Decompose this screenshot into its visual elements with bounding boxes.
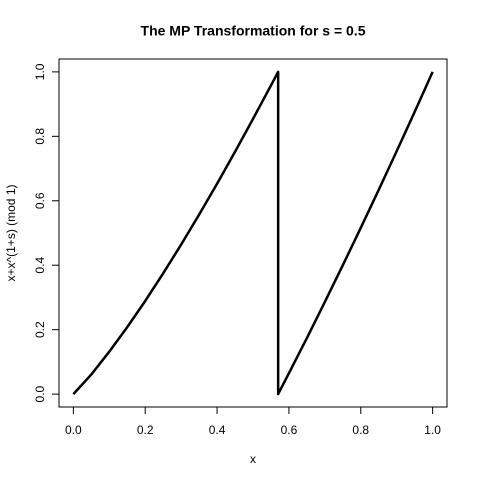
y-tick-label: 0.6	[33, 192, 47, 209]
y-tick-label: 0.8	[33, 128, 47, 145]
x-tick-label: 0.8	[352, 423, 369, 437]
x-tick-label: 0.6	[281, 423, 298, 437]
chart-title: The MP Transformation for s = 0.5	[141, 23, 366, 39]
plot-box	[58, 58, 448, 408]
x-tick-label: 1.0	[424, 423, 441, 437]
data-line	[72, 70, 434, 396]
x-tick-label: 0.0	[65, 423, 82, 437]
y-tick-label: 1.0	[33, 63, 47, 80]
x-tick-label: 0.2	[137, 423, 154, 437]
x-axis-label: x	[250, 452, 256, 466]
y-tick-label: 0.0	[33, 385, 47, 402]
y-axis-label: x+x^(1+s) (mod 1)	[4, 185, 18, 282]
y-tick-label: 0.4	[33, 257, 47, 274]
x-tick-label: 0.4	[209, 423, 226, 437]
y-tick-label: 0.2	[33, 321, 47, 338]
